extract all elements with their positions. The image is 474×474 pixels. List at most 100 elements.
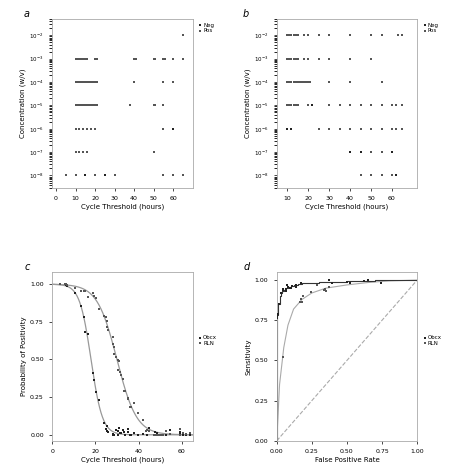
Legend: Obcx, RLN: Obcx, RLN	[423, 334, 443, 346]
RLN	[159, 431, 166, 438]
Obcx	[288, 282, 295, 290]
Pos	[76, 101, 83, 109]
Pos	[367, 148, 375, 156]
Pos	[288, 78, 295, 86]
Neg	[392, 172, 400, 179]
Pos	[91, 55, 99, 63]
RLN	[186, 429, 193, 437]
Neg	[309, 101, 316, 109]
Obcx	[282, 285, 290, 292]
RLN	[297, 295, 304, 303]
Obcx	[56, 280, 64, 288]
Pos	[72, 101, 79, 109]
Pos	[87, 101, 95, 109]
Pos	[83, 78, 91, 86]
Neg	[357, 148, 365, 156]
Obcx	[365, 277, 372, 284]
Obcx	[139, 430, 146, 438]
RLN	[321, 286, 329, 293]
Obcx	[95, 396, 103, 403]
Pos	[294, 31, 301, 39]
Obcx	[90, 377, 98, 384]
Obcx	[151, 431, 158, 438]
Obcx	[82, 328, 89, 336]
Pos	[399, 31, 406, 39]
Pos	[80, 101, 87, 109]
RLN	[104, 327, 112, 334]
Obcx	[176, 428, 184, 436]
Pos	[73, 55, 81, 63]
Obcx	[292, 283, 300, 291]
Neg	[388, 148, 396, 156]
RLN	[100, 313, 108, 320]
Pos	[290, 55, 297, 63]
Obcx	[273, 313, 281, 320]
Obcx	[109, 430, 117, 438]
RLN	[119, 375, 127, 383]
Obcx	[361, 277, 368, 285]
Obcx	[115, 424, 123, 432]
Pos	[304, 101, 312, 109]
Pos	[367, 31, 375, 39]
Pos	[388, 101, 396, 109]
Pos	[132, 55, 140, 63]
RLN	[124, 394, 131, 401]
Pos	[72, 172, 79, 179]
Pos	[315, 55, 322, 63]
Pos	[302, 78, 310, 86]
Pos	[130, 55, 138, 63]
Pos	[346, 101, 354, 109]
Pos	[315, 31, 322, 39]
RLN	[167, 430, 174, 438]
RLN	[176, 425, 184, 433]
Pos	[169, 172, 177, 179]
Obcx	[144, 431, 151, 438]
Obcx	[114, 431, 122, 438]
Pos	[378, 125, 385, 133]
Pos	[78, 55, 85, 63]
Pos	[290, 31, 297, 39]
Pos	[73, 101, 81, 109]
Pos	[179, 172, 187, 179]
RLN	[298, 298, 306, 306]
Pos	[130, 78, 138, 86]
Pos	[150, 101, 157, 109]
Pos	[288, 101, 295, 109]
Obcx	[128, 431, 135, 438]
Pos	[292, 78, 300, 86]
Pos	[346, 55, 354, 63]
Obcx	[162, 431, 170, 438]
Obcx	[77, 302, 85, 310]
Pos	[72, 55, 79, 63]
Obcx	[328, 279, 336, 287]
Obcx	[159, 431, 166, 438]
Obcx	[110, 431, 118, 438]
Pos	[82, 55, 89, 63]
Pos	[325, 101, 333, 109]
Obcx	[142, 427, 150, 434]
Obcx	[118, 429, 125, 437]
Pos	[152, 101, 159, 109]
Obcx	[114, 428, 122, 435]
Pos	[325, 78, 333, 86]
Obcx	[121, 431, 128, 438]
Y-axis label: Concentration (w/v): Concentration (w/v)	[245, 69, 251, 138]
Pos	[296, 78, 303, 86]
Y-axis label: Concentration (w/v): Concentration (w/v)	[20, 69, 27, 138]
Pos	[62, 172, 70, 179]
Pos	[85, 101, 93, 109]
Pos	[93, 101, 101, 109]
RLN	[151, 431, 158, 438]
Neg	[159, 125, 167, 133]
Pos	[283, 101, 291, 109]
RLN	[124, 395, 131, 403]
Neg	[378, 148, 385, 156]
RLN	[144, 426, 151, 434]
Pos	[367, 101, 375, 109]
Pos	[367, 172, 375, 179]
Pos	[76, 78, 83, 86]
Neg	[283, 125, 291, 133]
RLN	[154, 431, 161, 438]
Pos	[357, 125, 365, 133]
Pos	[159, 55, 167, 63]
